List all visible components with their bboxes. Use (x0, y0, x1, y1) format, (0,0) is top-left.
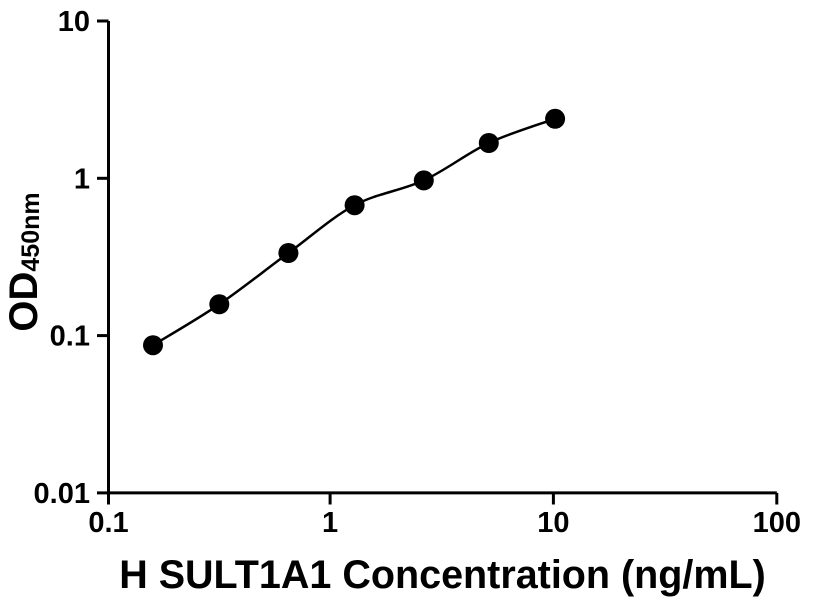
svg-text:10: 10 (58, 6, 90, 38)
svg-text:0.01: 0.01 (34, 478, 90, 510)
svg-text:10: 10 (537, 507, 569, 539)
svg-text:1: 1 (322, 507, 338, 539)
svg-text:OD450nm: OD450nm (2, 192, 46, 331)
svg-text:0.1: 0.1 (50, 321, 90, 353)
svg-text:H SULT1A1 Concentration (ng/mL: H SULT1A1 Concentration (ng/mL) (119, 553, 766, 597)
svg-text:100: 100 (753, 507, 801, 539)
svg-text:0.1: 0.1 (88, 507, 128, 539)
svg-text:1: 1 (74, 163, 90, 195)
